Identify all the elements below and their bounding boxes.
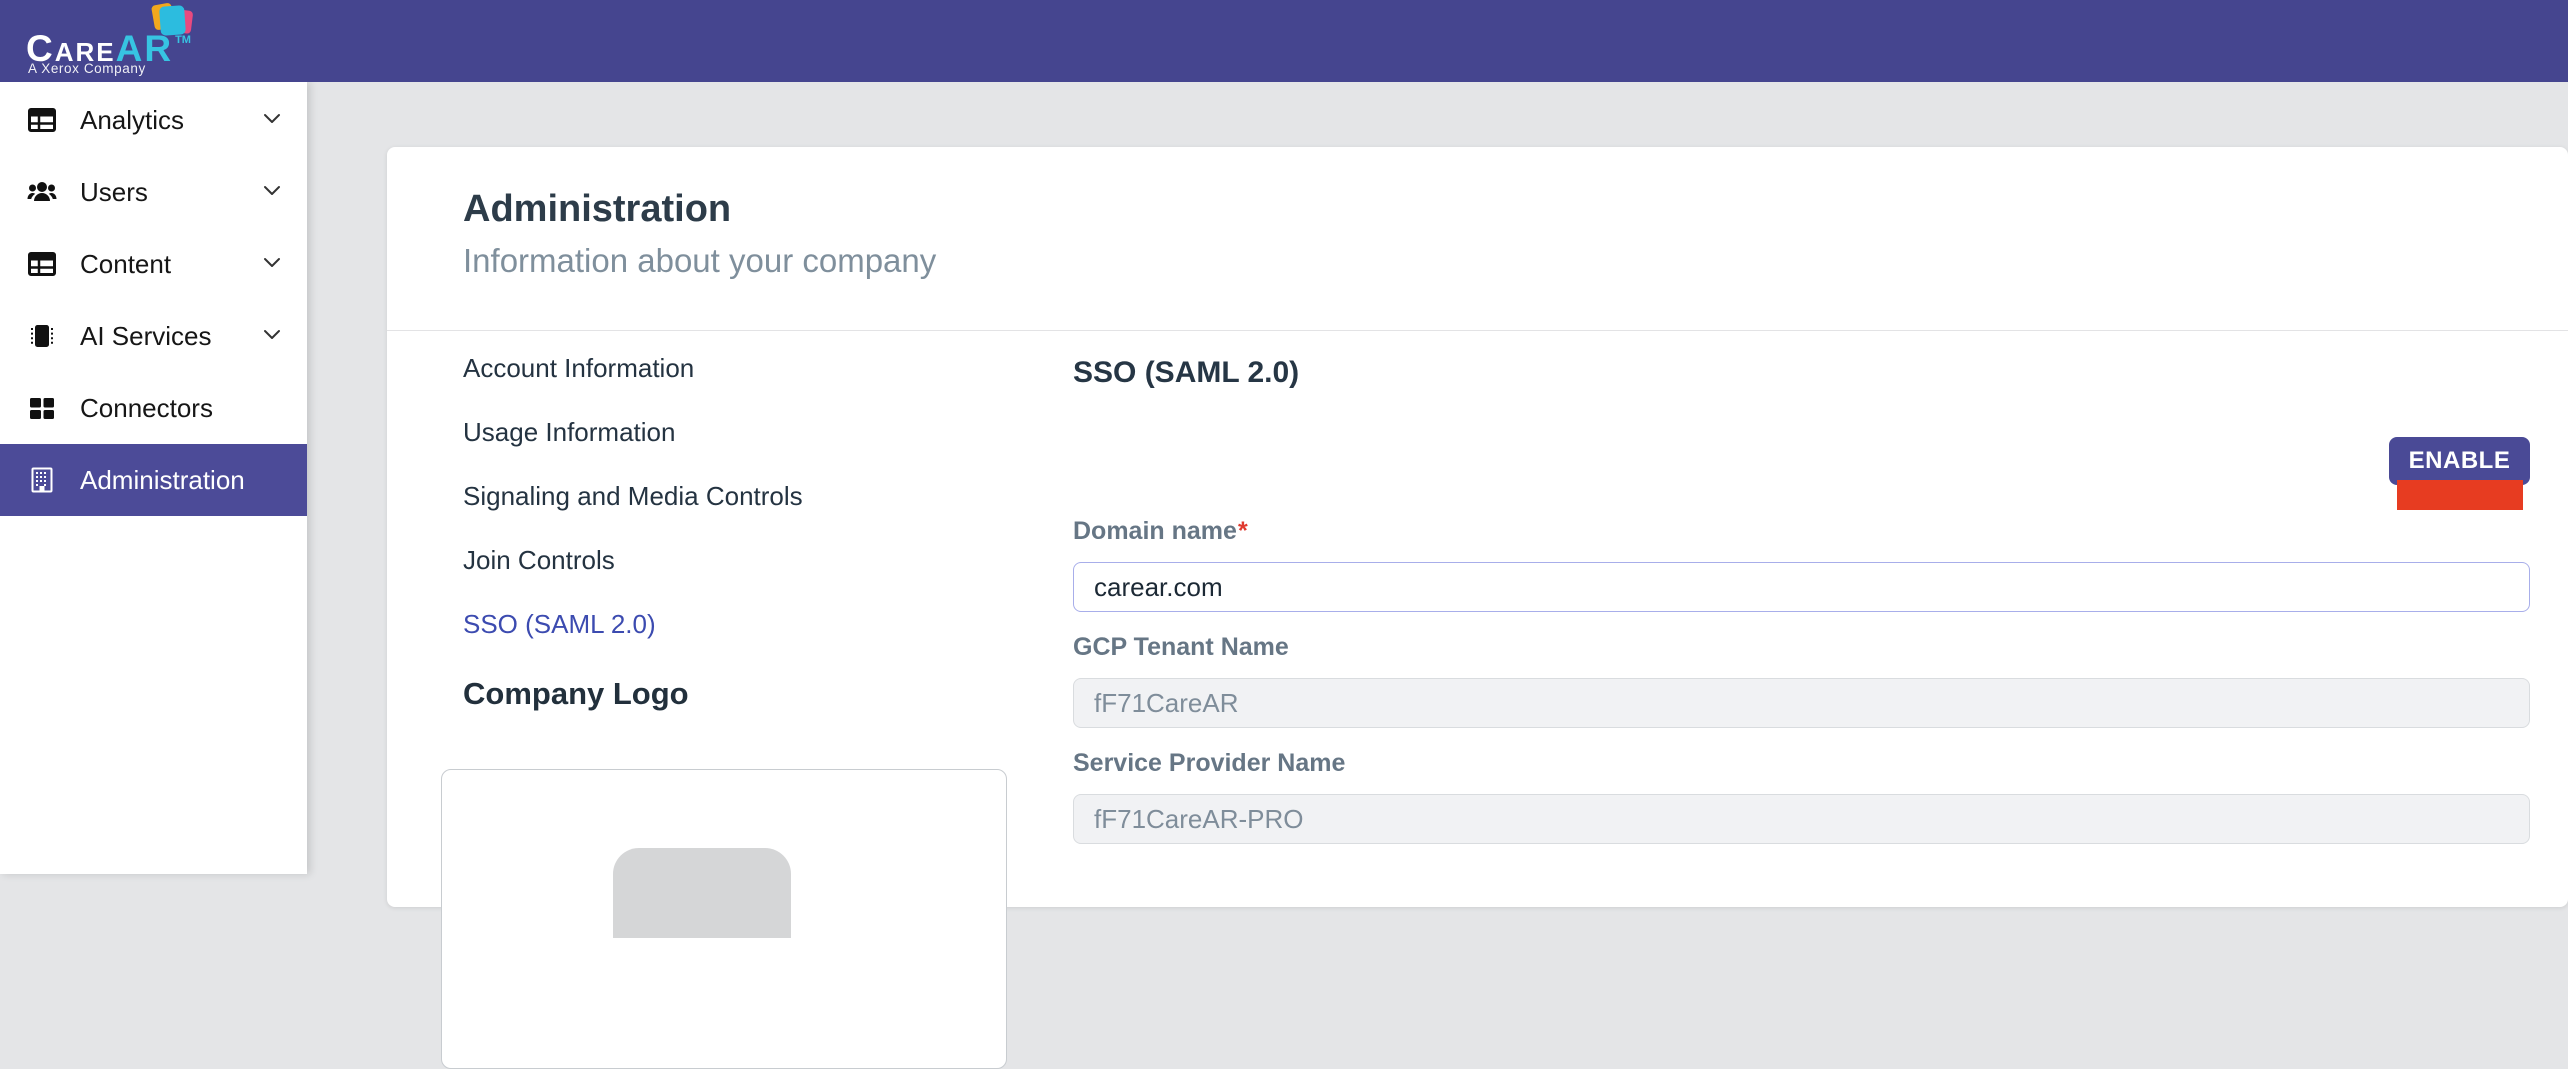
enable-button-red-underline: [2397, 480, 2523, 510]
chevron-down-icon[interactable]: [263, 111, 281, 129]
sidebar-item-users[interactable]: Users: [0, 156, 307, 228]
admin-subnav: Account Information Usage Information Si…: [463, 355, 1023, 713]
page-subtitle: Information about your company: [463, 240, 936, 282]
sidebar-item-label: Users: [80, 177, 148, 208]
company-logo-upload-box[interactable]: [441, 769, 1007, 1069]
sso-settings-panel: SSO (SAML 2.0) ENABLE Domain name* GCP T…: [1073, 355, 2530, 844]
domain-name-field-group: Domain name*: [1073, 516, 2530, 612]
subnav-item-usage-information[interactable]: Usage Information: [463, 419, 1023, 445]
table-icon: [26, 104, 58, 136]
subnav-item-sso-saml[interactable]: SSO (SAML 2.0): [463, 611, 1023, 637]
chip-icon: [26, 320, 58, 352]
gcp-tenant-field-group: GCP Tenant Name: [1073, 632, 2530, 728]
sidebar-item-ai-services[interactable]: AI Services: [0, 300, 307, 372]
sidebar-item-label: Connectors: [80, 393, 213, 424]
service-provider-input: [1073, 794, 2530, 844]
sidebar-item-administration[interactable]: Administration: [0, 444, 307, 516]
content-card: Administration Information about your co…: [387, 147, 2568, 907]
users-icon: [26, 176, 58, 208]
sidebar-item-content[interactable]: Content: [0, 228, 307, 300]
enable-row: ENABLE: [1073, 437, 2530, 485]
company-logo-placeholder: [613, 848, 791, 938]
domain-name-input[interactable]: [1073, 562, 2530, 612]
chevron-down-icon[interactable]: [263, 183, 281, 201]
table-icon: [26, 248, 58, 280]
company-logo-heading: Company Logo: [463, 675, 1023, 713]
sidebar-item-label: AI Services: [80, 321, 212, 352]
sidebar: Analytics Users: [0, 82, 307, 874]
header-divider: [387, 330, 2568, 331]
chevron-down-icon[interactable]: [263, 327, 281, 345]
subnav-item-join-controls[interactable]: Join Controls: [463, 547, 1023, 573]
service-provider-field-group: Service Provider Name: [1073, 748, 2530, 844]
required-asterisk: *: [1238, 517, 1248, 545]
gcp-tenant-label: GCP Tenant Name: [1073, 632, 2530, 662]
enable-button[interactable]: ENABLE: [2389, 437, 2530, 485]
brand-tagline: A Xerox Company: [28, 61, 146, 76]
domain-name-label: Domain name*: [1073, 516, 2530, 546]
building-icon: [26, 464, 58, 496]
gcp-tenant-input: [1073, 678, 2530, 728]
sidebar-item-analytics[interactable]: Analytics: [0, 84, 307, 156]
sidebar-item-label: Administration: [80, 465, 245, 496]
grid-icon: [26, 392, 58, 424]
domain-name-label-text: Domain name: [1073, 517, 1237, 545]
service-provider-label: Service Provider Name: [1073, 748, 2530, 778]
sidebar-item-label: Content: [80, 249, 171, 280]
sidebar-item-connectors[interactable]: Connectors: [0, 372, 307, 444]
sidebar-item-label: Analytics: [80, 105, 184, 136]
chevron-down-icon[interactable]: [263, 255, 281, 273]
subnav-item-account-information[interactable]: Account Information: [463, 355, 1023, 381]
sso-section-heading: SSO (SAML 2.0): [1073, 355, 2530, 391]
subnav-item-signaling-media-controls[interactable]: Signaling and Media Controls: [463, 483, 1023, 509]
page-title: Administration: [463, 185, 936, 233]
trademark-mark: TM: [175, 34, 191, 46]
card-header: Administration Information about your co…: [463, 185, 936, 282]
